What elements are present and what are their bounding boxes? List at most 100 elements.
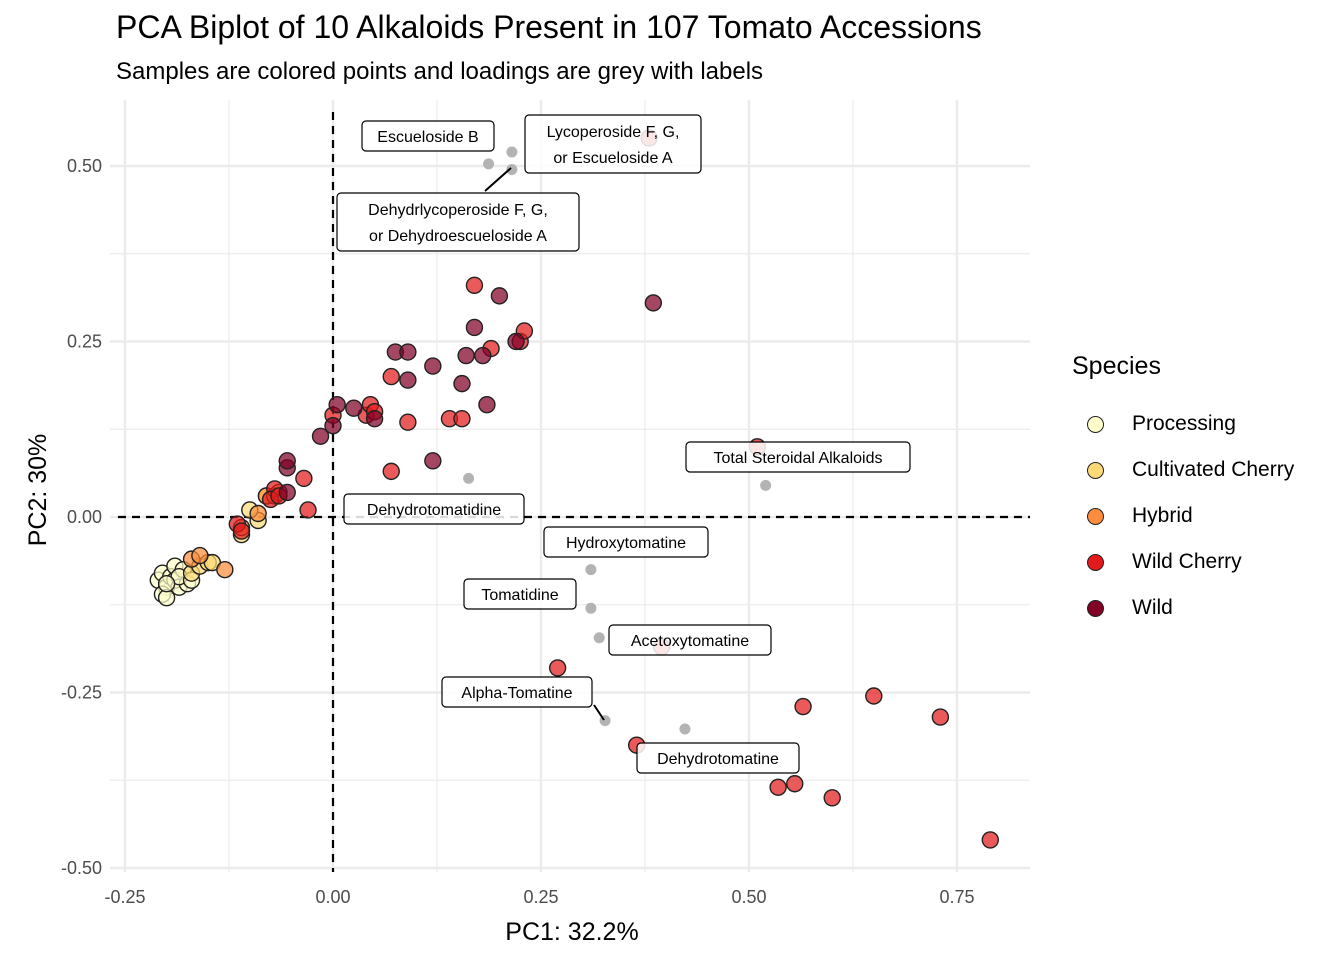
x-tick-label: 0.25 <box>523 887 558 907</box>
loading-point <box>506 164 518 176</box>
loading-label-box <box>441 676 593 708</box>
loading-label-line: Dehydrotomatidine <box>367 502 501 519</box>
point-hybrid <box>216 560 234 579</box>
loading-label: Lycoperoside F, G, or Escueloside A <box>524 114 702 174</box>
loading-label-box <box>463 578 577 610</box>
loading-label-line: Lycoperoside F, G, <box>547 124 680 141</box>
legend-label: Hybrid <box>1132 504 1193 527</box>
point-wild-cherry <box>453 410 471 428</box>
loading-label-line: Hydroxytomatine <box>566 535 686 552</box>
y-tick-label: 0.50 <box>67 156 102 176</box>
point-processing <box>157 574 176 593</box>
loading-label-line: Dehydrlycoperoside F, G, <box>368 202 548 219</box>
point-hybrid <box>249 504 267 523</box>
loading-label-box <box>343 493 525 525</box>
legend-item-wild: Wild <box>1072 585 1294 631</box>
loading-label-text: Lycoperoside F, G, or Escueloside A <box>547 124 680 167</box>
point-wild-cherry <box>299 501 317 519</box>
legend-swatch-hybrid <box>1087 507 1104 525</box>
point-wild <box>424 357 442 375</box>
y-tick-label: -0.25 <box>61 683 102 703</box>
x-axis-title: PC1: 32.2% <box>505 918 638 946</box>
loading-label-text: Total Steroidal Alkaloids <box>714 450 883 467</box>
loading-label: Tomatidine <box>463 578 577 610</box>
point-wild <box>644 294 663 312</box>
loading-label-box <box>685 441 911 473</box>
legend-swatch-wild <box>1087 599 1104 617</box>
point-wild-cherry <box>382 462 400 481</box>
point-wild <box>328 395 346 414</box>
point-hybrid <box>191 546 209 565</box>
point-wild <box>365 410 384 428</box>
loading-point <box>585 602 597 614</box>
x-tick-label: -0.25 <box>104 887 145 907</box>
point-wild-cherry <box>382 367 400 386</box>
loading-label-text: Dehydrotomatidine <box>367 502 501 519</box>
legend-label: Processing <box>1132 412 1236 435</box>
point-wild <box>478 395 496 414</box>
loading-label-text: Hydroxytomatine <box>566 535 686 552</box>
point-wild <box>399 343 417 361</box>
x-tick-label: 0.75 <box>939 887 974 907</box>
point-wild-cherry <box>786 775 804 793</box>
point-wild-cherry <box>232 522 251 540</box>
loading-label-line: Dehydrotomatine <box>657 751 779 768</box>
loading-label-line: Acetoxytomatine <box>631 633 749 650</box>
point-wild <box>278 452 296 470</box>
legend-swatch-processing <box>1087 415 1104 433</box>
point-wild-cherry <box>931 708 950 726</box>
loading-label-line: or Dehydroescueloside A <box>369 228 547 245</box>
loading-label-text: Escueloside B <box>377 129 478 146</box>
loading-label-text: Dehydrlycoperoside F, G, or Dehydroescuel… <box>368 202 548 245</box>
point-wild <box>453 374 471 393</box>
point-wild <box>324 417 342 435</box>
point-wild <box>278 483 296 502</box>
loading-label-line: Alpha-Tomatine <box>461 685 572 702</box>
point-wild-cherry <box>794 697 812 716</box>
loading-label: Hydroxytomatine <box>543 526 709 558</box>
loading-label: Alpha-Tomatine <box>441 676 593 708</box>
loading-label-line: Escueloside B <box>377 129 478 146</box>
point-wild-cherry <box>865 687 883 705</box>
chart-title: PCA Biplot of 10 Alkaloids Present in 10… <box>116 9 982 45</box>
loading-label-text: Alpha-Tomatine <box>461 685 572 702</box>
x-tick-label: 0.00 <box>315 887 350 907</box>
loading-label-text: Acetoxytomatine <box>631 633 749 650</box>
loading-label-line: Tomatidine <box>481 587 558 604</box>
point-wild <box>457 346 475 365</box>
loading-label: Acetoxytomatine <box>608 624 772 656</box>
loading-label: Total Steroidal Alkaloids <box>685 441 911 473</box>
legend: Species Processing Cultivated Cherry Hyb… <box>1072 352 1294 631</box>
loading-leader-line <box>484 167 512 192</box>
y-axis-title: PC2: 30% <box>24 434 52 547</box>
legend-item-hybrid: Hybrid <box>1072 493 1294 539</box>
loading-label-text: Dehydrotomatine <box>657 751 779 768</box>
loading-label-box <box>524 114 702 174</box>
point-wild-cherry <box>399 413 417 431</box>
point-wild <box>399 371 417 389</box>
legend-swatch-wild-cherry <box>1087 553 1104 571</box>
point-wild-cherry <box>769 778 787 796</box>
point-wild-cherry <box>981 831 999 849</box>
legend-title: Species <box>1072 352 1161 380</box>
loading-leader-line <box>593 704 605 721</box>
loading-point <box>483 158 495 170</box>
loading-label-box <box>608 624 772 656</box>
y-tick-label: -0.50 <box>61 858 102 878</box>
loading-label-box <box>336 192 580 252</box>
point-wild-cherry <box>465 276 484 295</box>
legend-item-wild-cherry: Wild Cherry <box>1072 539 1294 585</box>
point-wild <box>474 346 492 365</box>
legend-label: Wild <box>1132 596 1173 619</box>
loading-label-box <box>636 742 800 774</box>
point-wild <box>345 399 363 417</box>
loading-point <box>506 146 518 158</box>
chart-subtitle: Samples are colored points and loadings … <box>116 58 764 85</box>
loading-label-box <box>543 526 709 558</box>
loading-label: Dehydrotomatine <box>636 742 800 774</box>
point-wild-cherry <box>295 469 313 488</box>
legend-swatch-cultivated-cherry <box>1087 461 1104 479</box>
point-wild <box>424 452 442 470</box>
x-tick-label: 0.50 <box>731 887 766 907</box>
